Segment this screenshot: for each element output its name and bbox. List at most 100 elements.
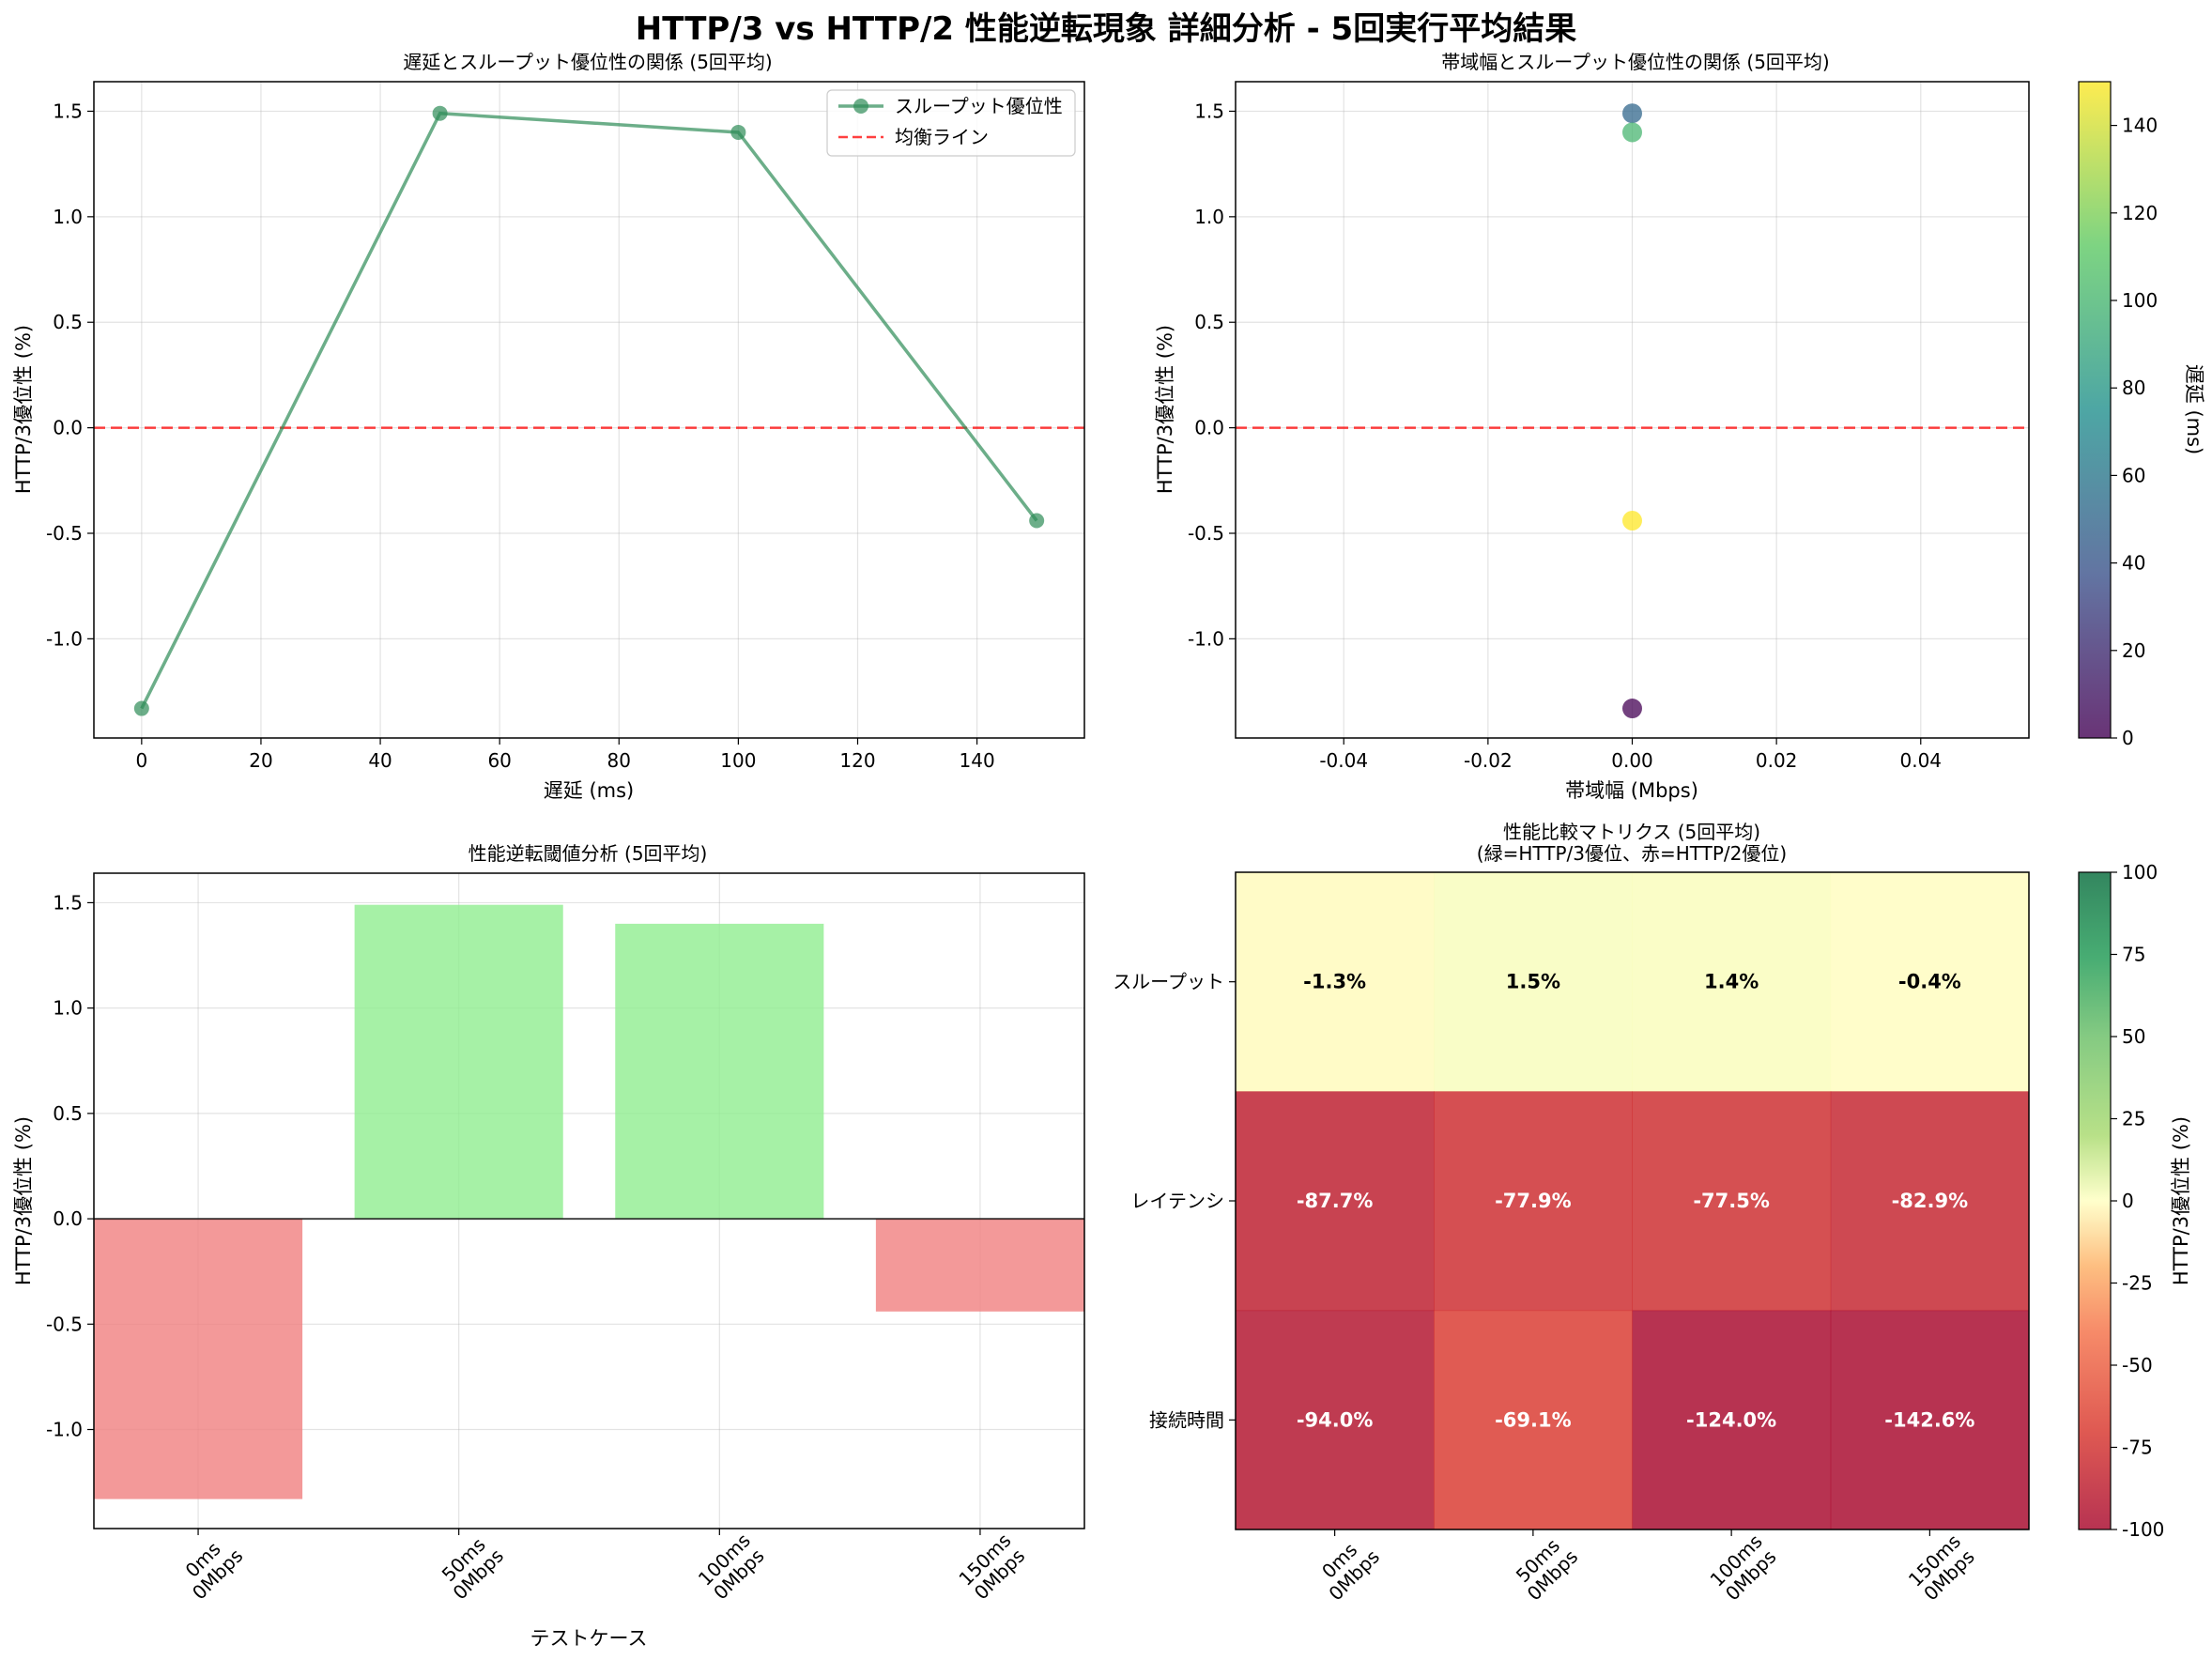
- heatmap-cell-label: 1.5%: [1506, 971, 1560, 993]
- y-axis-label: HTTP/3優位性 (%): [12, 1116, 35, 1285]
- heatmap-cell: [1434, 1091, 1633, 1312]
- y-tick-label: 接続時間: [1149, 1408, 1224, 1431]
- colorbar-tick-label: -50: [2122, 1354, 2153, 1376]
- x-tick-label: 80: [607, 749, 631, 772]
- panel-title: 性能比較マトリクス (5回平均): [1503, 821, 1760, 843]
- bar: [354, 904, 563, 1220]
- y-tick-label: 1.5: [53, 891, 83, 914]
- heatmap-cell: [1830, 1091, 2030, 1312]
- axes-frame: [93, 81, 1085, 739]
- heatmap-cell-label: -82.9%: [1892, 1190, 1969, 1212]
- axis-ticks: -0.04 -0.02 0.00 0.02 0.04 -1.0 -0.5 0.0 0.5 1.0 1…: [1188, 100, 1942, 772]
- heatmap-cell-label: -0.4%: [1898, 971, 1961, 993]
- panel-title-line2: (緑=HTTP/3優位、赤=HTTP/2優位): [1477, 842, 1787, 865]
- x-tick-label: 50ms0Mbps: [1508, 1530, 1582, 1605]
- y-tick-label: レイテンシ: [1130, 1190, 1224, 1212]
- heatmap-cell: [1434, 872, 1633, 1092]
- x-tick-label: 100ms0Mbps: [1706, 1529, 1782, 1606]
- bars: [94, 904, 1084, 1499]
- y-axis-label: HTTP/3優位性 (%): [1154, 325, 1176, 494]
- scatter-points: [1622, 103, 1642, 719]
- heatmap-cells: -1.3% 1.5% 1.4% -0.4% -87.7% -77.9% -77.5% -82.…: [1236, 872, 2030, 1530]
- axis-ticks: 0 20 40 60 80 100 120 140 -1.0 -0.5 0.0 0.5 1.0 1.5: [46, 100, 995, 772]
- scatter-point: [1622, 103, 1642, 124]
- colorbar-tick-label: -25: [2122, 1272, 2153, 1295]
- heatmap-cell: [1830, 1310, 2030, 1530]
- colorbar-label: HTTP/3優位性 (%): [2170, 1116, 2192, 1285]
- heatmap-cell-label: 1.4%: [1704, 971, 1759, 993]
- colorbar-tick-label: 25: [2122, 1108, 2145, 1130]
- figure-suptitle: HTTP/3 vs HTTP/2 性能逆転現象 詳細分析 - 5回実行平均結果: [636, 10, 1576, 48]
- heatmap-cell: [1434, 1310, 1633, 1530]
- y-tick-label: -0.5: [46, 1313, 83, 1335]
- bar: [94, 1219, 303, 1499]
- colorbar-tick-label: 75: [2122, 944, 2145, 966]
- panel-heatmap: 性能比較マトリクス (5回平均) (緑=HTTP/3優位、赤=HTTP/2優位)…: [1113, 821, 2192, 1606]
- x-tick-label: -0.04: [1319, 749, 1368, 772]
- y-tick-label: 1.5: [1194, 100, 1224, 122]
- colorbar-tick-label: 120: [2122, 202, 2158, 224]
- x-tick-label: 60: [487, 749, 511, 772]
- colorbar-ticks: 0 20 40 60 80 100 120 140: [2111, 115, 2158, 749]
- y-tick-label: 0.5: [53, 311, 83, 333]
- legend: スループット優位性 均衡ライン: [826, 89, 1076, 157]
- colorbar-tick-label: 80: [2122, 377, 2145, 399]
- data-point: [1029, 513, 1045, 529]
- x-tick-label: 0: [135, 749, 147, 772]
- panel-threshold-bars: 性能逆転閾値分析 (5回平均) -1.0 -0.5 0.0 0.5 1.0 1.5 0ms0…: [12, 842, 1085, 1650]
- series-marks: [133, 105, 1045, 716]
- panel-title: 性能逆転閾値分析 (5回平均): [469, 842, 708, 865]
- x-tick-label: 20: [249, 749, 272, 772]
- y-tick-label: 0.0: [1194, 417, 1224, 439]
- colorbar-tick-label: 140: [2122, 115, 2158, 137]
- scatter-point: [1622, 699, 1642, 719]
- colorbar-tick-label: 0: [2122, 727, 2134, 749]
- heatmap-cell-label: -1.3%: [1303, 971, 1366, 993]
- y-tick-label: スループット: [1113, 971, 1224, 993]
- legend-label: 均衡ライン: [895, 126, 989, 148]
- scatter-point: [1622, 122, 1642, 143]
- x-tick-label: 140: [960, 749, 995, 772]
- colorbar-ticks: 100 75 50 25 0 -25 -50 -75 -100: [2111, 861, 2164, 1541]
- x-tick-label: 40: [368, 749, 392, 772]
- bar: [875, 1219, 1084, 1312]
- heatmap-cell-label: -87.7%: [1297, 1190, 1374, 1212]
- heatmap-cell: [1830, 872, 2030, 1092]
- x-tick-label: 50ms0Mbps: [434, 1529, 508, 1604]
- heatmap-cell: [1632, 872, 1832, 1092]
- x-tick-label: 0.02: [1756, 749, 1798, 772]
- colorbar-rdylgn: [2078, 871, 2112, 1530]
- heatmap-cell-label: -142.6%: [1884, 1408, 1974, 1431]
- colorbar-tick-label: 100: [2122, 861, 2158, 884]
- x-tick-label: 0ms0Mbps: [173, 1529, 247, 1604]
- panel-bandwidth-scatter: 帯域幅とスループット優位性の関係 (5回平均) -0.04 -0.02 0.00 0.…: [1154, 51, 2205, 802]
- heatmap-cell: [1632, 1091, 1832, 1312]
- y-tick-label: 0.0: [53, 1207, 83, 1230]
- series-line: [140, 111, 1038, 710]
- colorbar-tick-label: 40: [2122, 552, 2145, 575]
- x-tick-label: 0.00: [1611, 749, 1653, 772]
- axes-frame: [1235, 81, 2030, 739]
- x-tick-label: 150ms0Mbps: [954, 1529, 1030, 1605]
- heatmap-cell-label: -94.0%: [1297, 1408, 1374, 1431]
- legend-marker-swatch: [853, 99, 868, 114]
- colorbar-viridis: [2078, 81, 2112, 739]
- legend-box: [826, 89, 1076, 157]
- colorbar-tick-label: 20: [2122, 639, 2145, 662]
- data-point: [432, 105, 448, 121]
- heatmap-cell: [1236, 872, 1435, 1092]
- x-tick-label: 150ms0Mbps: [1904, 1529, 1980, 1606]
- y-tick-label: 1.0: [53, 206, 83, 228]
- y-tick-label: -0.5: [1188, 522, 1224, 545]
- x-tick-label: 0ms0Mbps: [1310, 1530, 1384, 1605]
- colorbar-tick-label: 100: [2122, 289, 2158, 312]
- heatmap-cell-label: -77.9%: [1495, 1190, 1572, 1212]
- x-tick-label: 120: [839, 749, 875, 772]
- x-tick-label: -0.02: [1464, 749, 1513, 772]
- y-tick-label: -1.0: [46, 627, 83, 650]
- x-tick-label: 100: [720, 749, 756, 772]
- x-axis-label: 遅延 (ms): [544, 779, 634, 802]
- panel-latency-line: 遅延とスループット優位性の関係 (5回平均) 0 20 40 60 80 100 120 14…: [12, 51, 1085, 802]
- axes-frame: [93, 872, 1085, 1529]
